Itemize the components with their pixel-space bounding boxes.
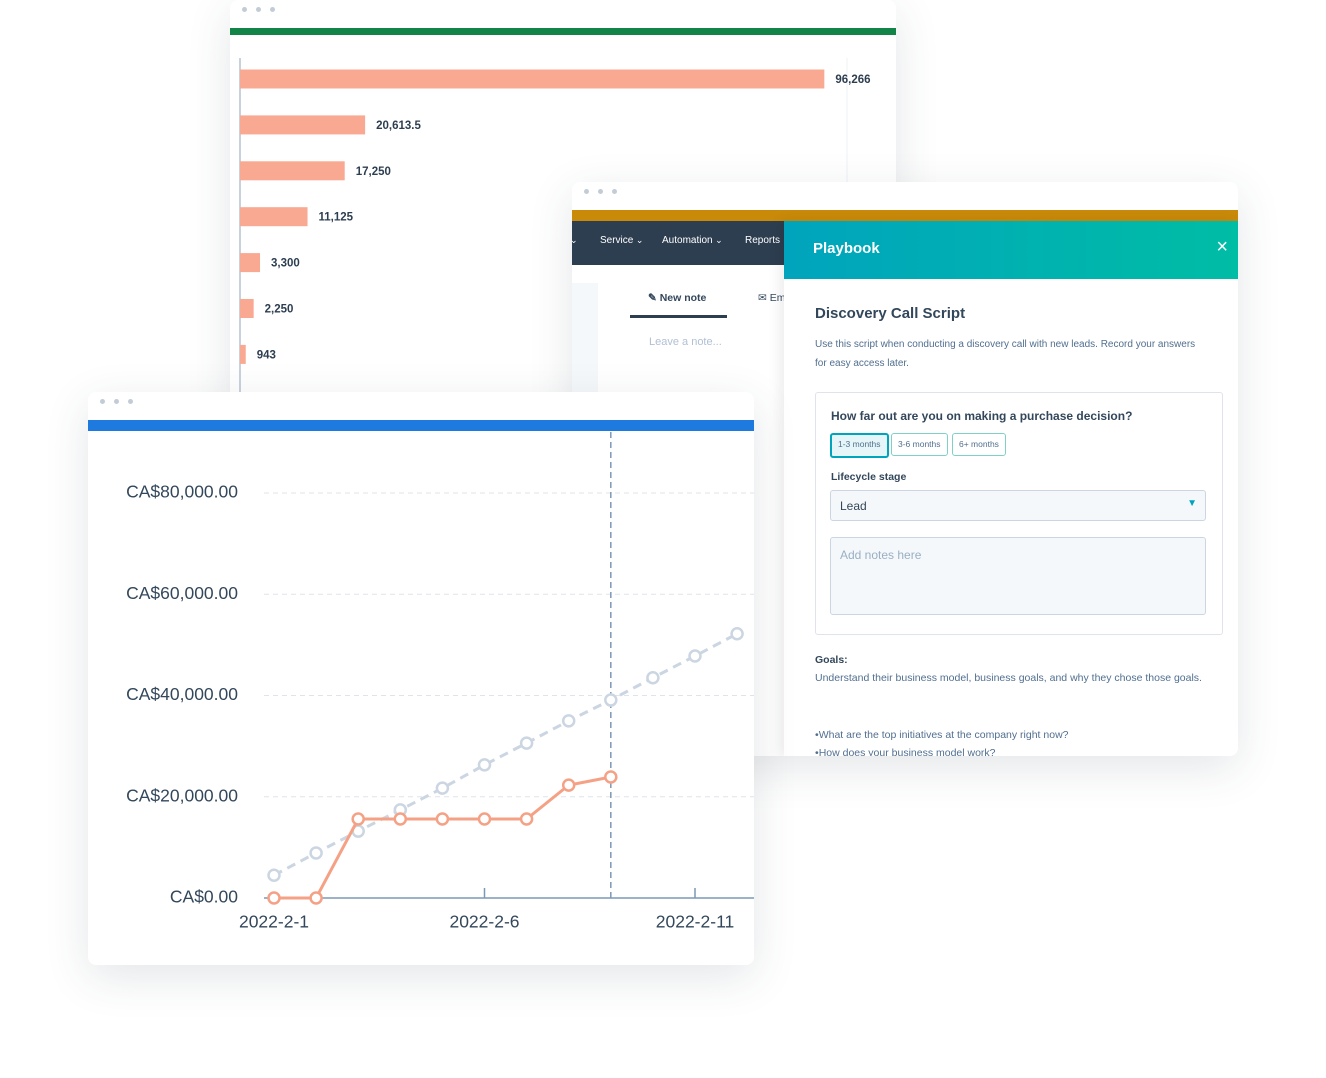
tab-label: New note <box>659 292 707 304</box>
point <box>561 714 576 728</box>
playbook-header: Playbook × <box>784 221 1238 279</box>
bar <box>240 253 261 273</box>
nav-item[interactable]: Service <box>600 235 643 246</box>
header-stripe <box>230 28 896 35</box>
note-placeholder[interactable]: Leave a note... <box>649 336 722 348</box>
nav-bar: Service Automation Reports <box>572 221 784 265</box>
value-label: 17,250 <box>356 166 391 178</box>
goals-label: Goals: <box>815 654 848 666</box>
notes-field[interactable]: Add notes here <box>830 537 1206 615</box>
bar <box>240 115 366 135</box>
point <box>604 693 618 707</box>
value-label: 11,125 <box>319 212 354 224</box>
bar <box>240 344 246 364</box>
playbook-panel: Playbook × Discovery Call Script Use thi… <box>784 221 1238 756</box>
y-tick-label: CA$20,000.00 <box>126 785 238 805</box>
value-label: 20,613.5 <box>376 120 421 132</box>
select-caret: ▼ <box>1187 498 1197 509</box>
tab[interactable]: ✎ New note <box>648 292 707 304</box>
header-stripe <box>88 420 754 431</box>
point <box>309 891 323 905</box>
bar <box>240 69 825 89</box>
point <box>477 812 492 826</box>
x-tick-label: 2022-2-6 <box>449 912 519 932</box>
point <box>309 846 323 860</box>
series-line <box>274 775 612 900</box>
select[interactable]: Lead ▼ <box>830 490 1206 521</box>
y-tick-label: CA$60,000.00 <box>126 583 238 603</box>
point <box>435 781 450 795</box>
bullet: What are the top initiatives at the comp… <box>815 726 1069 745</box>
value-label: 96,266 <box>835 74 870 86</box>
playbook-title: Playbook <box>813 240 880 257</box>
y-tick-label: CA$80,000.00 <box>126 482 238 502</box>
point <box>267 868 281 882</box>
point <box>435 812 450 826</box>
header-stripe <box>572 210 1238 221</box>
value-label: 3,300 <box>271 258 300 270</box>
y-tick-label: CA$40,000.00 <box>126 684 238 704</box>
description: Use this script when conducting a discov… <box>815 339 1196 369</box>
question-box <box>815 392 1223 635</box>
point <box>519 812 534 826</box>
value-label: 943 <box>257 349 276 361</box>
x-tick-label: 2022-2-1 <box>239 912 309 932</box>
script-title: Discovery Call Script <box>815 305 966 322</box>
close-button[interactable]: × <box>1216 236 1228 258</box>
bullet-text: How does your business model work? <box>818 747 996 756</box>
bar <box>240 299 254 318</box>
question: How far out are you on making a purchase… <box>831 409 1133 423</box>
field-label: Lifecycle stage <box>831 471 907 483</box>
point <box>646 671 660 685</box>
notes-placeholder: Add notes here <box>840 548 922 562</box>
x-tick-label: 2022-2-11 <box>656 912 735 932</box>
value-label: 2,250 <box>265 304 294 316</box>
point <box>267 891 281 905</box>
nav-item[interactable]: Automation <box>662 235 723 246</box>
point <box>730 626 744 641</box>
y-tick-label: CA$0.00 <box>170 887 238 907</box>
line-chart: CA$0.00 CA$20,000.00 CA$40,000.00 CA$60,000… <box>126 432 754 932</box>
select-value: Lead <box>840 499 867 513</box>
line-window: CA$0.00 CA$20,000.00 CA$40,000.00 CA$60,000… <box>88 392 754 965</box>
goals-text: Understand their business model, busines… <box>815 672 1202 684</box>
point <box>477 758 492 772</box>
nav-caret <box>572 235 578 246</box>
bar <box>240 207 308 227</box>
option[interactable]: 3-6 months <box>891 433 948 456</box>
point <box>604 770 618 784</box>
option[interactable]: 1-3 months <box>830 433 889 458</box>
point <box>519 736 534 750</box>
bar-chart: 96,266 20,613.5 17,250 11,125 3,300 2,250 943 <box>239 58 871 420</box>
nav-item[interactable]: Reports <box>745 235 781 246</box>
option[interactable]: 6+ months <box>952 433 1006 456</box>
point <box>393 812 408 826</box>
bar <box>240 161 345 181</box>
series-line <box>273 632 738 877</box>
tab-underline <box>630 315 727 318</box>
point <box>688 649 702 663</box>
bullet: How does your business model work? <box>815 744 996 756</box>
point <box>561 778 576 792</box>
bullet-text: What are the top initiatives at the comp… <box>818 729 1069 741</box>
point <box>351 812 365 826</box>
